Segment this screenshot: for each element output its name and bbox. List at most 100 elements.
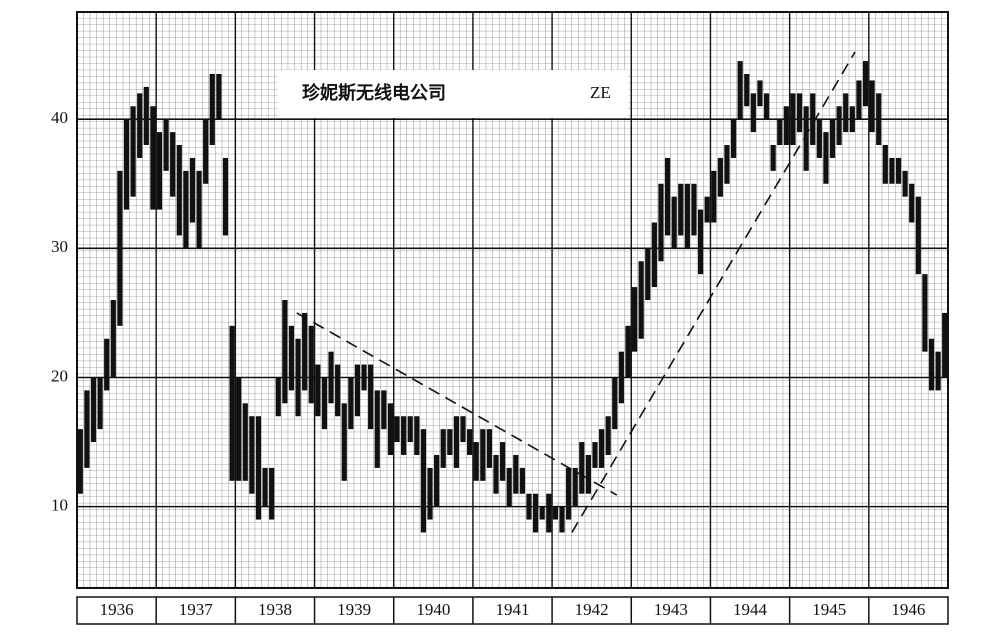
- x-tick-label: 1939: [337, 600, 371, 619]
- price-bar: [664, 157, 671, 236]
- price-bar: [836, 106, 842, 146]
- price-bar: [282, 300, 288, 404]
- price-bar: [242, 403, 248, 481]
- price-bar: [697, 209, 704, 275]
- price-bar: [598, 429, 605, 468]
- price-bar: [328, 351, 334, 404]
- price-bar: [770, 145, 776, 171]
- price-bar: [341, 403, 347, 481]
- price-bar: [552, 506, 558, 520]
- price-bar: [625, 325, 631, 378]
- price-bar: [935, 351, 941, 391]
- price-bar: [493, 454, 499, 494]
- x-tick-label: 1938: [258, 600, 292, 619]
- price-bar: [559, 506, 565, 533]
- year-box: [76, 596, 949, 625]
- price-bar: [737, 61, 743, 120]
- price-bar: [572, 467, 578, 507]
- price-bar: [269, 467, 275, 520]
- price-bar: [757, 80, 763, 107]
- x-tick-label: 1944: [733, 600, 768, 619]
- price-bar: [209, 73, 215, 146]
- price-bar: [97, 377, 103, 430]
- price-bar: [539, 506, 545, 520]
- x-tick-label: 1937: [179, 600, 214, 619]
- price-bar: [856, 80, 862, 120]
- price-bar: [605, 416, 611, 455]
- price-bar: [882, 145, 888, 184]
- price-bar: [513, 454, 519, 494]
- price-bar: [150, 106, 156, 210]
- price-bar: [823, 132, 829, 184]
- price-bar: [453, 416, 460, 468]
- price-bar: [222, 157, 229, 236]
- price-bar: [843, 93, 849, 133]
- price-bar: [849, 106, 855, 133]
- price-bar: [236, 377, 242, 481]
- price-bar: [315, 364, 321, 417]
- price-bar: [427, 467, 433, 520]
- price-bar: [942, 312, 948, 378]
- price-bar: [730, 119, 737, 158]
- price-bar: [77, 429, 83, 494]
- price-bar: [434, 454, 440, 507]
- y-tick-label: 30: [51, 237, 68, 256]
- trend-line: [571, 51, 856, 533]
- price-bar: [440, 429, 446, 468]
- price-bar: [473, 442, 479, 481]
- price-bar: [704, 196, 710, 223]
- price-bar: [361, 364, 367, 391]
- price-bar: [519, 467, 525, 494]
- price-bar: [579, 442, 585, 494]
- title-box: [278, 70, 628, 118]
- price-bar: [658, 183, 664, 262]
- price-bar: [928, 338, 935, 391]
- price-bar: [308, 325, 314, 404]
- price-bar: [671, 196, 677, 249]
- price-bar: [724, 145, 730, 184]
- x-tick-label: 1946: [891, 600, 925, 619]
- price-bar: [420, 429, 427, 533]
- price-bar: [638, 261, 644, 339]
- x-tick-label: 1943: [654, 600, 688, 619]
- price-bar: [546, 493, 552, 533]
- price-bar: [691, 183, 697, 236]
- chart-title: 珍妮斯无线电公司: [302, 82, 446, 104]
- price-bar: [803, 106, 809, 171]
- x-tick-label: 1942: [575, 600, 609, 619]
- price-bar: [889, 157, 895, 184]
- price-bar: [460, 416, 466, 443]
- price-bar: [612, 377, 618, 430]
- price-bar: [585, 454, 591, 494]
- price-bar: [130, 106, 136, 197]
- price-bar: [763, 93, 770, 120]
- price-bar: [381, 390, 387, 430]
- price-bar: [744, 73, 750, 107]
- price-bar: [374, 390, 380, 468]
- price-bar: [84, 390, 90, 468]
- price-bar: [387, 403, 394, 455]
- price-bar: [902, 170, 908, 197]
- price-bar: [348, 377, 354, 430]
- x-tick-label: 1941: [496, 600, 530, 619]
- price-bar: [500, 442, 506, 481]
- price-bar: [467, 429, 473, 455]
- price-bar: [684, 183, 690, 249]
- price-bar: [783, 106, 789, 146]
- price-bar: [295, 338, 301, 417]
- x-tick-label: 1940: [416, 600, 450, 619]
- price-bar: [717, 157, 723, 197]
- price-bar: [750, 93, 756, 133]
- price-bar: [480, 429, 486, 481]
- price-bar: [869, 80, 875, 133]
- price-bar: [176, 145, 182, 236]
- price-bar: [90, 377, 97, 443]
- price-bar: [796, 93, 803, 133]
- price-bar: [506, 467, 512, 507]
- price-bar: [486, 429, 493, 468]
- price-bar: [407, 416, 413, 443]
- price-bar: [143, 86, 149, 146]
- price-bar: [189, 157, 196, 223]
- price-bar: [216, 73, 222, 120]
- price-bar: [678, 183, 684, 236]
